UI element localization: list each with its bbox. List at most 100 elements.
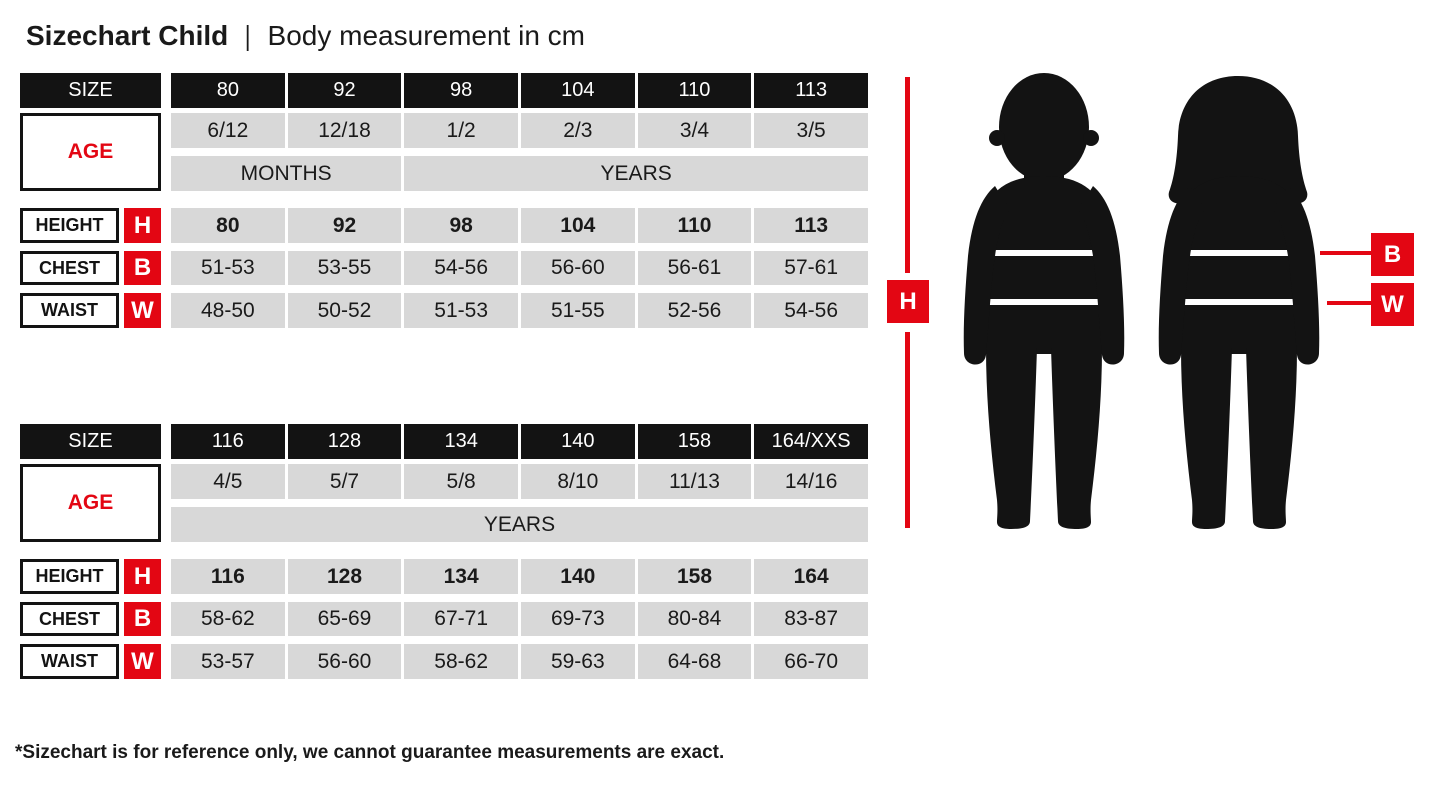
size-cell: 104 [520, 73, 635, 108]
disclaimer-text: *Sizechart is for reference only, we can… [15, 742, 725, 763]
size-cell: 113 [754, 73, 868, 108]
height-cell: 164 [754, 559, 868, 594]
waist-cell: 52-56 [637, 293, 752, 328]
waist-cell: 54-56 [754, 293, 868, 328]
size-cell: 116 [171, 424, 285, 459]
waist-row-label: WAIST W [20, 293, 161, 328]
height-letter-badge: H [124, 559, 161, 594]
waist-cell: 51-53 [404, 293, 518, 328]
title-subtitle: Body measurement in cm [267, 20, 586, 51]
size-cell: 134 [404, 424, 518, 459]
size-cell: 92 [287, 73, 402, 108]
sizechart-table-large: SIZE 116 128 134 140 158 164/XXS AGE 4/5… [20, 424, 868, 679]
page-title: Sizechart Child | Body measurement in cm [26, 20, 585, 52]
height-cell: 128 [287, 559, 402, 594]
height-measure-line-bottom [905, 332, 910, 528]
chest-label: CHEST [20, 602, 119, 636]
waist-cell: 48-50 [171, 293, 285, 328]
age-unit-years: YEARS [171, 507, 868, 542]
waist-label: WAIST [20, 644, 119, 679]
age-cell: 2/3 [520, 113, 635, 148]
age-cell: 3/4 [637, 113, 752, 148]
height-cell: 134 [404, 559, 518, 594]
age-cell: 1/2 [404, 113, 518, 148]
height-cell: 98 [404, 208, 518, 243]
waist-cell: 58-62 [404, 644, 518, 679]
size-cell: 98 [404, 73, 518, 108]
waist-cell: 53-57 [171, 644, 285, 679]
chest-cell: 54-56 [404, 251, 518, 285]
size-header: SIZE [20, 424, 161, 459]
height-cell: 140 [520, 559, 635, 594]
height-cell: 92 [287, 208, 402, 243]
height-letter-badge: H [124, 208, 161, 243]
chest-cell: 56-61 [637, 251, 752, 285]
chest-cell: 65-69 [287, 602, 402, 636]
chest-cell: 51-53 [171, 251, 285, 285]
waist-measure-line [1327, 301, 1371, 305]
title-main: Sizechart Child [26, 20, 229, 51]
boy-chest-line [981, 250, 1107, 256]
height-cell: 104 [520, 208, 635, 243]
sizechart-table-small: SIZE 80 92 98 104 110 113 AGE 6/12 12/18… [20, 73, 868, 328]
chest-cell: 53-55 [287, 251, 402, 285]
height-measure-badge: H [887, 280, 929, 323]
chest-measure-line [1320, 251, 1371, 255]
height-row-label: HEIGHT H [20, 559, 161, 594]
girl-waist-line [1178, 299, 1300, 305]
chest-letter-badge: B [124, 251, 161, 285]
size-cell: 158 [637, 424, 752, 459]
age-cell: 8/10 [520, 464, 635, 499]
age-header: AGE [20, 113, 161, 191]
chest-row-label: CHEST B [20, 251, 161, 285]
waist-measure-badge: W [1371, 283, 1414, 326]
size-cell: 128 [287, 424, 402, 459]
age-cell: 3/5 [754, 113, 868, 148]
chest-cell: 56-60 [520, 251, 635, 285]
height-row-label: HEIGHT H [20, 208, 161, 243]
chest-cell: 57-61 [754, 251, 868, 285]
waist-cell: 59-63 [520, 644, 635, 679]
height-label: HEIGHT [20, 559, 119, 594]
age-cell: 12/18 [287, 113, 402, 148]
title-separator: | [244, 20, 251, 51]
height-cell: 113 [754, 208, 868, 243]
size-header: SIZE [20, 73, 161, 108]
age-unit-months: MONTHS [171, 156, 402, 191]
waist-cell: 56-60 [287, 644, 402, 679]
waist-cell: 50-52 [287, 293, 402, 328]
chest-label: CHEST [20, 251, 119, 285]
age-unit-years: YEARS [404, 156, 868, 191]
chest-cell: 58-62 [171, 602, 285, 636]
measurement-figure: H B [880, 60, 1441, 540]
size-cell: 110 [637, 73, 752, 108]
size-cell: 80 [171, 73, 285, 108]
waist-letter-badge: W [124, 293, 161, 328]
age-cell: 5/7 [287, 464, 402, 499]
age-cell: 6/12 [171, 113, 285, 148]
height-cell: 158 [637, 559, 752, 594]
age-header: AGE [20, 464, 161, 542]
age-cell: 4/5 [171, 464, 285, 499]
chest-measure-badge: B [1371, 233, 1414, 276]
chest-cell: 67-71 [404, 602, 518, 636]
size-cell: 164/XXS [754, 424, 868, 459]
chest-cell: 69-73 [520, 602, 635, 636]
size-cell: 140 [520, 424, 635, 459]
waist-cell: 66-70 [754, 644, 868, 679]
chest-letter-badge: B [124, 602, 161, 636]
chest-cell: 83-87 [754, 602, 868, 636]
age-cell: 11/13 [637, 464, 752, 499]
chest-cell: 80-84 [637, 602, 752, 636]
chest-row-label: CHEST B [20, 602, 161, 636]
age-cell: 14/16 [754, 464, 868, 499]
height-cell: 80 [171, 208, 285, 243]
waist-cell: 64-68 [637, 644, 752, 679]
girl-chest-line [1176, 250, 1302, 256]
girl-silhouette [1158, 76, 1320, 529]
height-measure-line-top [905, 77, 910, 273]
boy-waist-line [983, 299, 1105, 305]
waist-letter-badge: W [124, 644, 161, 679]
height-cell: 110 [637, 208, 752, 243]
waist-cell: 51-55 [520, 293, 635, 328]
